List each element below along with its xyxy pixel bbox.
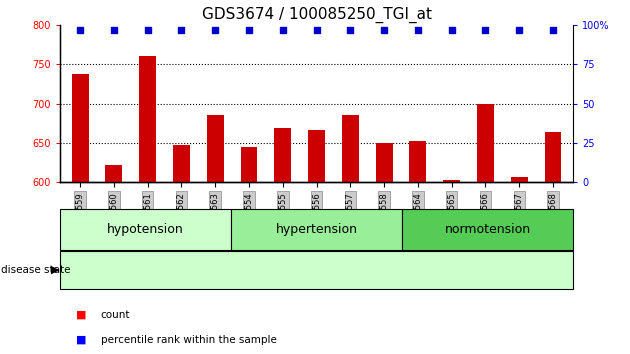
Bar <box>274 128 291 182</box>
Bar <box>207 115 224 182</box>
Text: ■: ■ <box>76 335 86 345</box>
Text: percentile rank within the sample: percentile rank within the sample <box>101 335 277 345</box>
Text: count: count <box>101 310 130 320</box>
Bar <box>139 56 156 182</box>
Bar <box>241 147 258 182</box>
Bar <box>72 74 89 182</box>
Bar <box>410 141 427 182</box>
Bar <box>477 103 494 182</box>
Bar <box>308 130 325 182</box>
Bar <box>105 165 122 182</box>
Bar <box>375 143 392 182</box>
Bar <box>173 144 190 182</box>
Bar <box>511 177 528 182</box>
Title: GDS3674 / 100085250_TGI_at: GDS3674 / 100085250_TGI_at <box>202 7 432 23</box>
Text: normotension: normotension <box>445 223 531 236</box>
Bar <box>544 132 561 182</box>
Text: hypotension: hypotension <box>107 223 184 236</box>
Text: ▶: ▶ <box>51 265 60 275</box>
Text: ■: ■ <box>76 310 86 320</box>
Text: hypertension: hypertension <box>275 223 358 236</box>
Bar <box>342 115 359 182</box>
Text: disease state: disease state <box>1 265 71 275</box>
Bar <box>444 180 460 182</box>
